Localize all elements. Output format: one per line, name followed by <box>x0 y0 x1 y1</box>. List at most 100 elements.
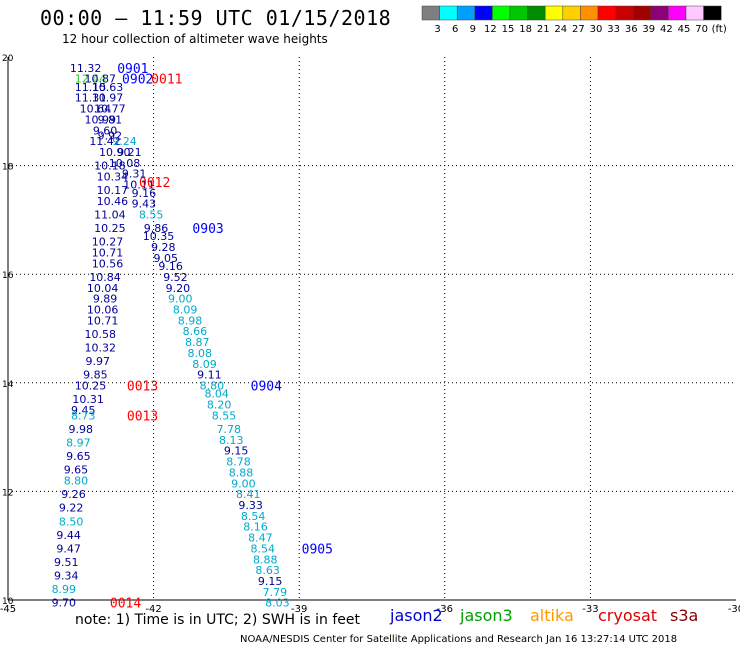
data-point-label: 7.78 <box>217 423 242 436</box>
data-point-label: 10.32 <box>84 342 116 355</box>
data-point-label: 10.99 <box>84 113 116 126</box>
time-label: 0011 <box>151 73 182 88</box>
color-swatch <box>632 5 652 21</box>
data-point-label: 8.66 <box>183 325 208 338</box>
data-point-label: 8.78 <box>226 456 251 469</box>
data-point-label: 10.06 <box>87 303 119 316</box>
data-point-label: 8.73 <box>71 409 96 422</box>
data-point-label: 8.63 <box>255 564 280 577</box>
data-point-label: 8.03 <box>265 597 290 610</box>
color-scale-label: 9 <box>470 24 476 35</box>
data-point-label: 10.17 <box>97 184 129 197</box>
data-point-label: 9.92 <box>98 130 123 143</box>
chart-grid <box>8 57 736 600</box>
y-tick-label: 20 <box>2 54 14 64</box>
data-point-label: 10.04 <box>87 282 119 295</box>
y-tick-label: 16 <box>2 271 14 281</box>
data-point-label: 9.34 <box>54 570 79 583</box>
color-scale-label: 70 <box>695 24 708 35</box>
data-point-label: 10.18 <box>94 160 126 173</box>
time-label: 0013 <box>127 409 158 424</box>
data-point-label: 8.80 <box>200 380 225 393</box>
data-point-label: 8.54 <box>251 542 276 555</box>
legend-item-jason3: jason3 <box>460 606 513 625</box>
color-scale-label: 3 <box>434 24 440 35</box>
data-point-label: 10.64 <box>80 103 112 116</box>
color-swatch <box>668 5 687 21</box>
x-tick-label: -39 <box>291 604 307 615</box>
chart-subtitle: 12 hour collection of altimeter wave hei… <box>62 32 328 46</box>
data-point-label: 8.99 <box>52 583 77 596</box>
data-point-label: 8.04 <box>204 388 229 401</box>
data-point-label: 9.05 <box>153 252 178 265</box>
color-scale-label: 45 <box>678 24 691 35</box>
color-swatch <box>562 5 581 21</box>
data-point-label: 9.65 <box>64 464 89 477</box>
data-point-label: 8.98 <box>178 314 203 327</box>
data-point-label: 9.28 <box>151 241 176 254</box>
color-swatch <box>597 5 616 21</box>
data-point-label: 9.43 <box>132 198 157 211</box>
x-tick-label: -30 <box>728 604 740 615</box>
color-scale-label: (ft) <box>712 24 727 35</box>
color-scale-label: 18 <box>519 24 532 35</box>
color-scale-label: 36 <box>625 24 638 35</box>
data-point-label: 8.09 <box>192 358 217 371</box>
color-swatch <box>492 5 511 21</box>
data-point-label: 9.24 <box>112 135 137 148</box>
data-point-label: 8.80 <box>64 475 89 488</box>
color-scale-label: 15 <box>502 24 515 35</box>
data-point-label: 9.31 <box>122 168 147 181</box>
time-label: 0013 <box>127 380 158 395</box>
data-point-label: 9.51 <box>54 556 79 569</box>
data-point-label: 10.71 <box>92 246 124 259</box>
data-point-label: 9.98 <box>69 423 94 436</box>
color-swatch <box>456 5 476 21</box>
data-point-label: 8.47 <box>248 532 273 545</box>
data-point-label: 8.50 <box>59 515 84 528</box>
data-point-label: 9.97 <box>86 355 111 368</box>
color-swatch <box>421 5 440 21</box>
data-point-label: 9.16 <box>158 260 183 273</box>
color-swatch <box>685 5 704 21</box>
color-swatch <box>703 5 722 21</box>
legend-item-jason2: jason2 <box>390 606 443 625</box>
time-label: 0904 <box>251 380 282 395</box>
data-point-label: 9.00 <box>168 293 193 306</box>
color-scale-label: 24 <box>554 24 567 35</box>
color-swatch <box>527 5 546 21</box>
time-label: 0903 <box>192 222 223 237</box>
data-point-label: 10.77 <box>94 103 126 116</box>
data-point-label: 8.08 <box>187 347 212 360</box>
time-label: 0902 <box>122 73 153 88</box>
data-point-label: 11.31 <box>75 92 107 105</box>
data-point-label: 9.85 <box>83 369 108 382</box>
data-point-label: 10.97 <box>92 92 124 105</box>
data-point-label: 9.70 <box>52 597 77 610</box>
data-point-label: 10.25 <box>75 380 107 393</box>
color-swatch <box>439 5 458 21</box>
color-scale-label: 12 <box>484 24 497 35</box>
data-point-label: 10.71 <box>87 314 119 327</box>
data-point-label: 10.46 <box>97 195 129 208</box>
data-point-label: 10.34 <box>97 170 129 183</box>
time-label: 0012 <box>139 176 170 191</box>
data-point-label: 9.26 <box>61 488 86 501</box>
data-point-label: 8.55 <box>212 409 237 422</box>
data-point-label: 9.81 <box>98 113 123 126</box>
color-swatch <box>474 5 493 21</box>
data-point-label: 8.88 <box>253 553 278 566</box>
data-point-label: 9.11 <box>197 369 222 382</box>
data-point-label: 9.16 <box>132 187 157 200</box>
legend-item-altika: altika <box>530 606 574 625</box>
y-tick-label: 12 <box>2 488 13 498</box>
data-point-label: 8.41 <box>236 488 261 501</box>
data-point-label: 10.25 <box>94 222 126 235</box>
color-scale-label: 33 <box>607 24 620 35</box>
data-point-label: 8.54 <box>241 510 266 523</box>
data-point-label: 9.60 <box>93 124 118 137</box>
time-label: 0014 <box>110 597 141 612</box>
data-point-label: 10.11 <box>123 179 155 192</box>
x-tick-label: -33 <box>582 604 598 615</box>
data-point-label: 10.63 <box>92 81 124 94</box>
